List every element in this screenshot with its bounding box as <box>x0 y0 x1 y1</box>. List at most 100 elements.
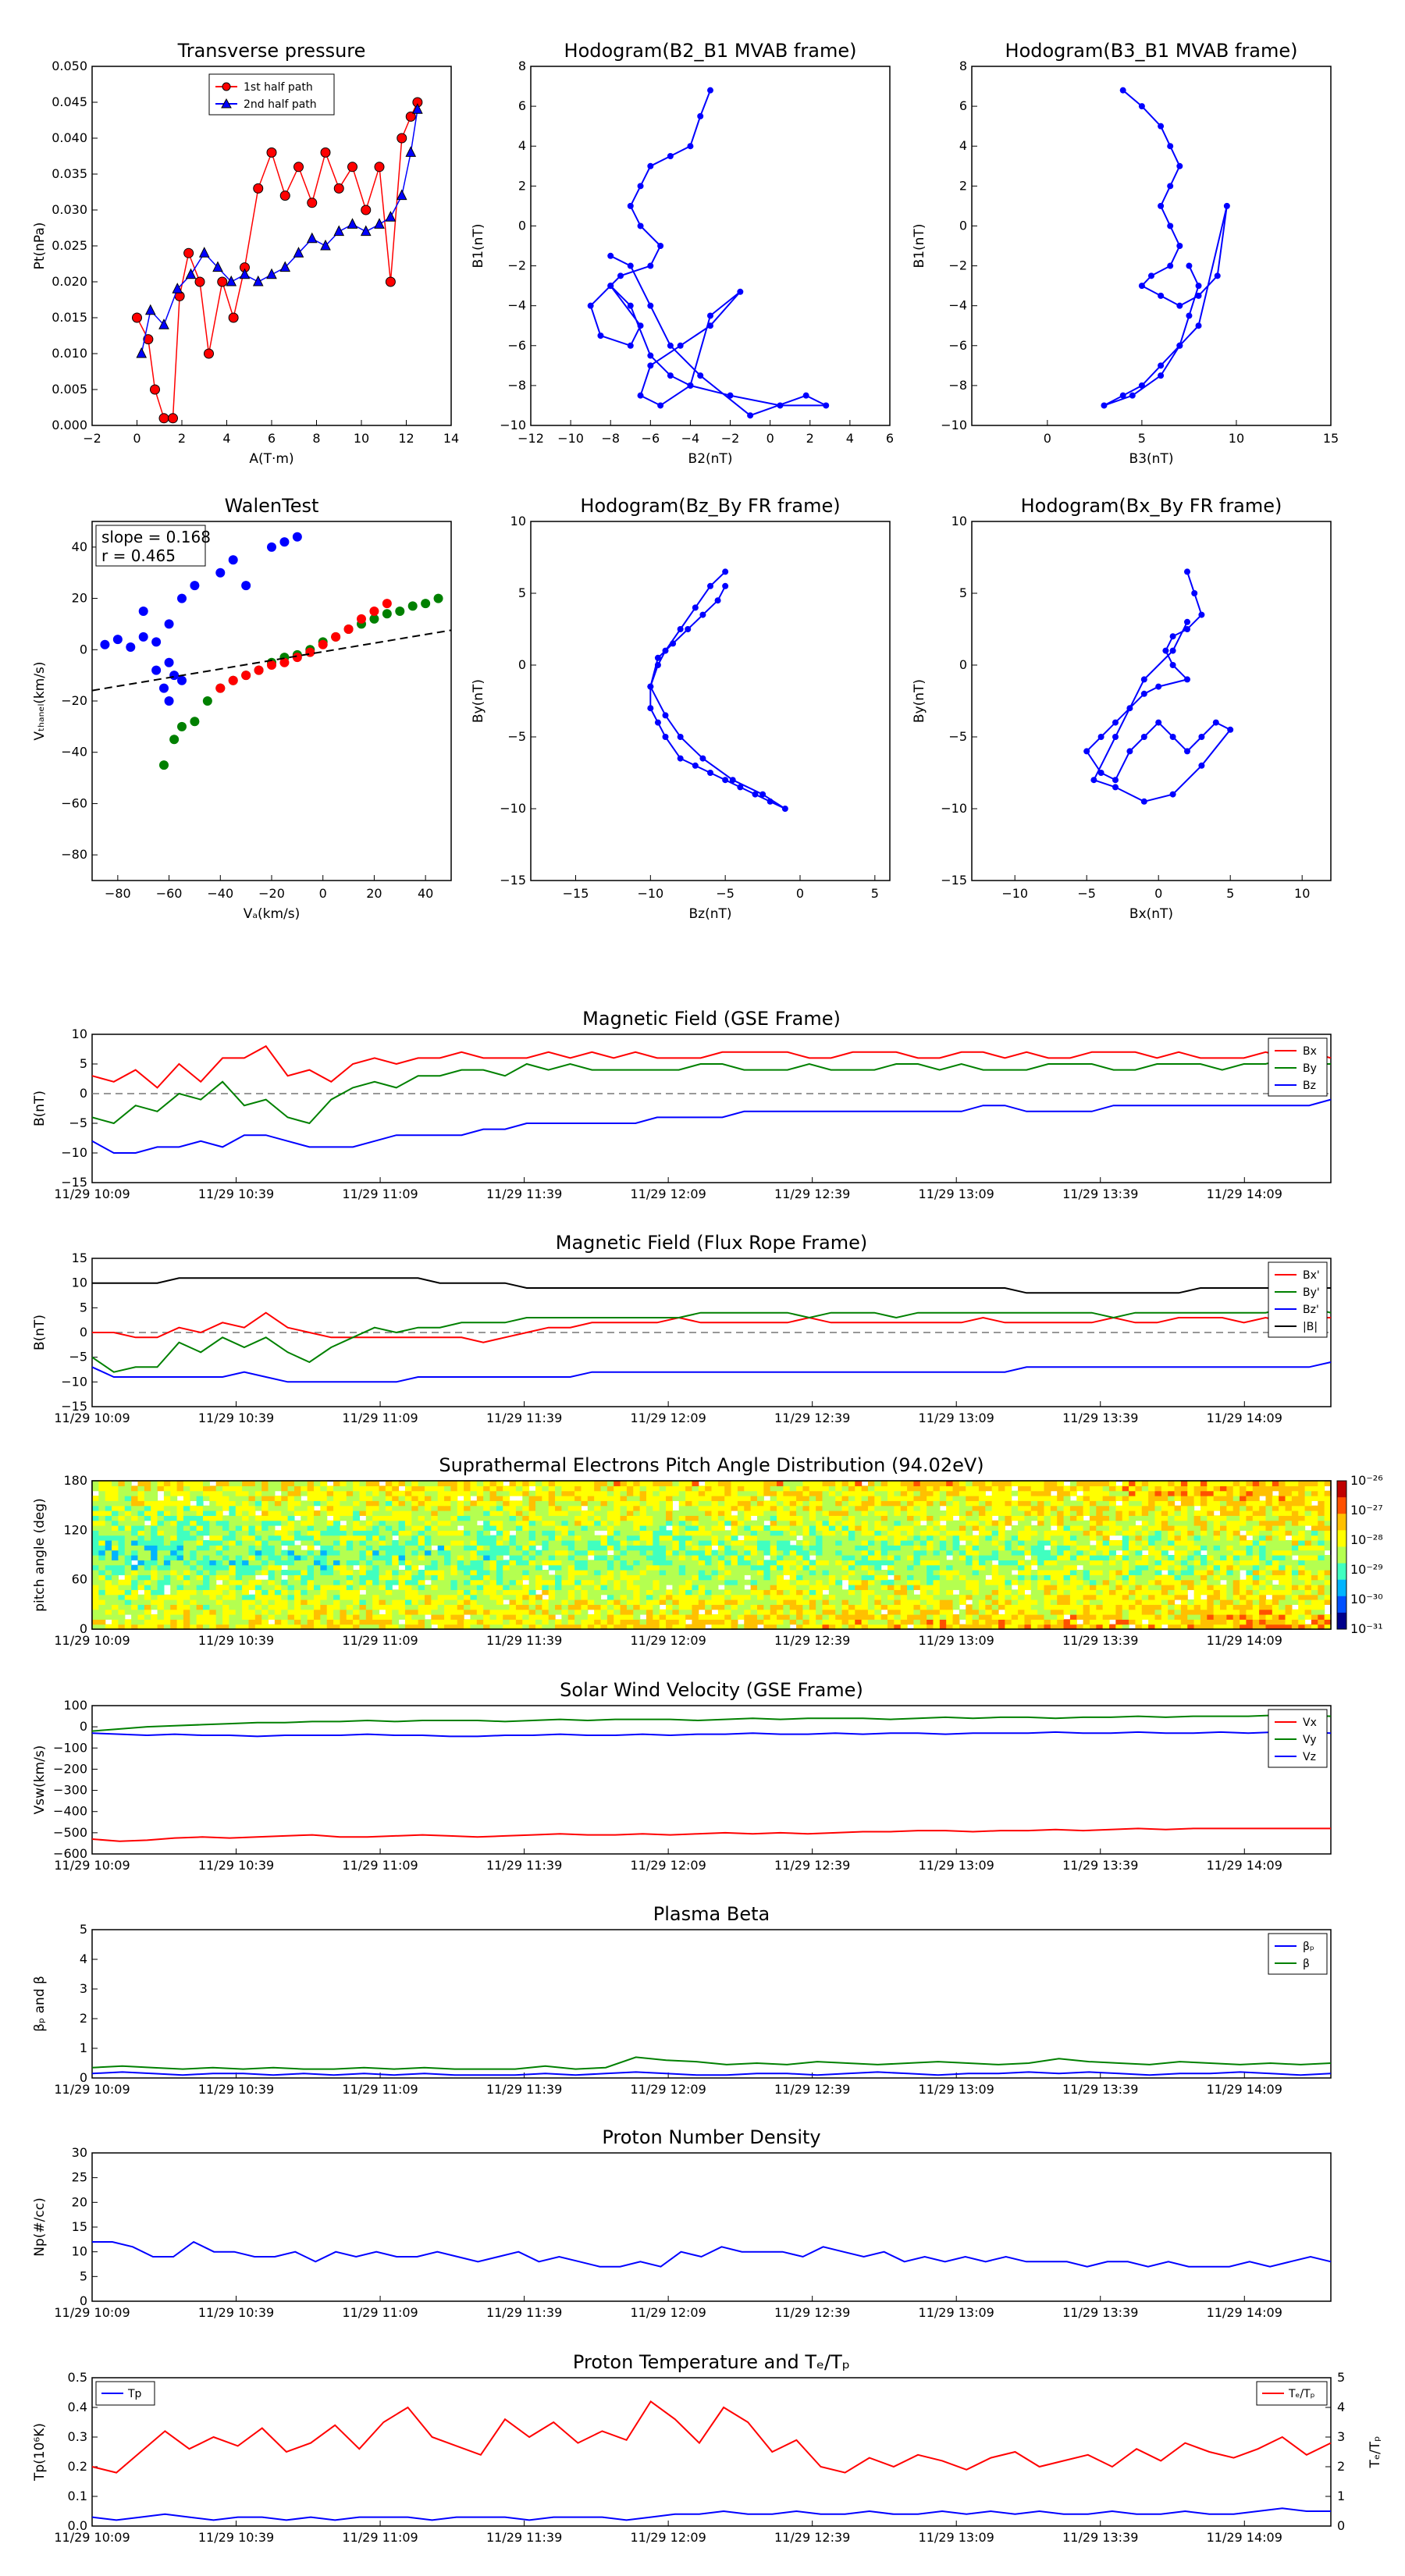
pad-cell <box>320 1574 328 1581</box>
pad-cell <box>678 1520 686 1526</box>
hodogram-point <box>1155 683 1162 690</box>
pad-cell <box>966 1520 973 1526</box>
pad-cell <box>431 1589 439 1596</box>
pad-cell <box>1193 1515 1201 1521</box>
pad-cell <box>711 1604 719 1610</box>
pad-cell <box>1311 1515 1318 1521</box>
pad-cell <box>816 1564 823 1571</box>
legend-label-3: Bz <box>1303 1080 1316 1092</box>
pad-cell <box>105 1574 112 1581</box>
pad-cell <box>301 1555 308 1560</box>
pad-cell <box>1207 1555 1215 1560</box>
series-1-point <box>347 162 357 173</box>
pad-cell <box>411 1540 419 1546</box>
panel-mag_fr-xtick-label: 11/29 12:39 <box>774 1411 850 1425</box>
pad-cell <box>496 1560 503 1566</box>
pad-cell <box>789 1515 797 1521</box>
pad-cell <box>555 1609 562 1615</box>
pad-cell <box>939 1624 947 1630</box>
pad-cell <box>750 1510 758 1516</box>
pad-cell <box>1057 1555 1065 1560</box>
pad-cell <box>574 1560 582 1566</box>
pad-cell <box>431 1609 439 1615</box>
walen-point-blue <box>292 532 302 542</box>
pad-cell <box>744 1609 752 1615</box>
pad-cell <box>777 1545 784 1551</box>
pad-cell <box>1226 1624 1234 1630</box>
pad-cell <box>1109 1560 1116 1566</box>
pad-cell <box>809 1564 816 1571</box>
series-1-point <box>405 111 416 122</box>
pad-cell <box>555 1585 562 1590</box>
pad-cell <box>1076 1510 1084 1516</box>
pad-cell <box>1193 1624 1201 1630</box>
pad-cell <box>555 1540 562 1546</box>
pad-cell <box>698 1510 706 1516</box>
pad-cell <box>242 1589 250 1596</box>
pad-cell <box>1089 1585 1097 1590</box>
pad-cell <box>1115 1609 1123 1615</box>
pad-cell <box>464 1510 471 1516</box>
pad-cell <box>900 1564 908 1571</box>
pad-cell <box>711 1619 719 1625</box>
pad-cell <box>659 1589 667 1596</box>
pad-cell <box>1252 1510 1260 1516</box>
pad-cell <box>229 1619 237 1625</box>
pad-cell <box>1024 1594 1032 1600</box>
pad-cell <box>489 1614 497 1620</box>
pad-cell <box>841 1624 849 1630</box>
pad-cell <box>522 1604 530 1610</box>
pad-cell <box>861 1520 869 1526</box>
pad-cell <box>1050 1560 1058 1566</box>
pad-cell <box>313 1564 321 1571</box>
pad-cell <box>828 1560 836 1566</box>
panel-hodo_b3b1-xtick-label: 10 <box>1229 431 1244 446</box>
pad-cell <box>464 1585 471 1590</box>
pad-cell <box>972 1604 980 1610</box>
pad-cell <box>1207 1510 1215 1516</box>
pad-cell <box>398 1570 406 1575</box>
pad-cell <box>411 1599 419 1605</box>
series-2-point <box>185 268 197 279</box>
pad-cell <box>1259 1550 1267 1556</box>
pad-cell <box>353 1510 361 1516</box>
pad-cell <box>503 1530 510 1536</box>
pad-cell <box>978 1599 986 1605</box>
hodogram-point <box>1162 647 1169 654</box>
pad-cell <box>887 1594 895 1600</box>
legend-label-4: |B| <box>1303 1321 1318 1333</box>
pad-cell <box>666 1594 673 1600</box>
pad-cell <box>489 1604 497 1610</box>
pad-cell <box>326 1614 334 1620</box>
pad-cell <box>900 1560 908 1566</box>
pad-cell <box>398 1579 406 1585</box>
pad-cell <box>457 1550 464 1556</box>
pad-cell <box>737 1510 745 1516</box>
pad-cell <box>1246 1510 1254 1516</box>
pad-cell <box>535 1525 542 1531</box>
pad-cell <box>1168 1564 1176 1571</box>
pad-cell <box>672 1555 680 1560</box>
pad-cell <box>744 1525 752 1531</box>
pad-cell <box>464 1579 471 1585</box>
hodogram-point <box>607 252 614 259</box>
pad-cell <box>1285 1624 1293 1630</box>
hodogram-point <box>662 734 669 740</box>
pad-cell <box>1102 1594 1110 1600</box>
hodogram-point <box>823 402 830 409</box>
pad-cell <box>867 1589 875 1596</box>
pad-cell <box>985 1619 993 1625</box>
walen-point-green <box>369 614 379 624</box>
pad-cell <box>411 1520 419 1526</box>
pad-cell <box>235 1560 243 1566</box>
pad-cell <box>261 1570 269 1575</box>
pad-cell <box>594 1624 602 1630</box>
pad-cell <box>809 1535 816 1541</box>
pad-cell <box>822 1525 830 1531</box>
pad-cell <box>1057 1574 1065 1581</box>
pad-cell <box>802 1619 810 1625</box>
pad-cell <box>261 1530 269 1536</box>
pad-cell <box>515 1585 523 1590</box>
pad-cell <box>653 1604 660 1610</box>
pad-cell <box>1259 1535 1267 1541</box>
